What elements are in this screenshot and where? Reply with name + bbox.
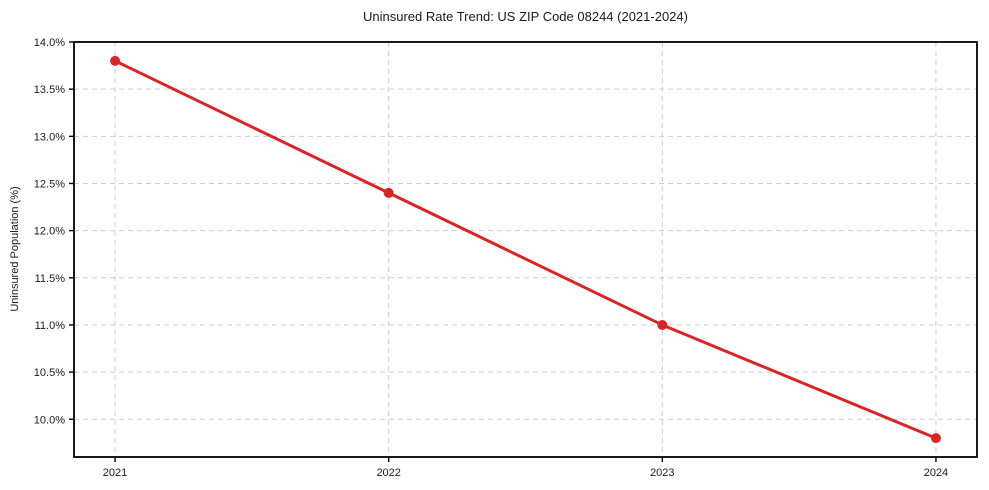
x-tick-label: 2021 — [103, 467, 127, 479]
y-tick-label: 11.0% — [35, 320, 66, 332]
y-tick-label: 12.5% — [34, 178, 65, 190]
y-tick-label: 14.0% — [34, 37, 65, 49]
y-axis-label: Uninsured Population (%) — [9, 186, 21, 312]
y-tick-label: 10.0% — [34, 414, 65, 426]
x-tick-label: 2022 — [376, 467, 400, 479]
y-tick-label: 13.0% — [34, 131, 65, 143]
axes-spines — [73, 41, 978, 458]
x-tick-label: 2024 — [924, 467, 948, 479]
data-point-2021 — [110, 55, 121, 66]
y-tick-label: 12.0% — [34, 226, 65, 238]
data-point-2023 — [657, 319, 668, 330]
y-tick-label: 11.5% — [35, 273, 66, 285]
y-tick-label: 10.5% — [34, 367, 65, 379]
x-tick-label: 2023 — [650, 467, 674, 479]
data-point-2022 — [383, 187, 394, 198]
chart-title: Uninsured Rate Trend: US ZIP Code 08244 … — [363, 9, 688, 24]
y-tick-label: 13.5% — [34, 84, 65, 96]
trend-line — [113, 59, 938, 440]
data-point-2024 — [930, 433, 941, 444]
